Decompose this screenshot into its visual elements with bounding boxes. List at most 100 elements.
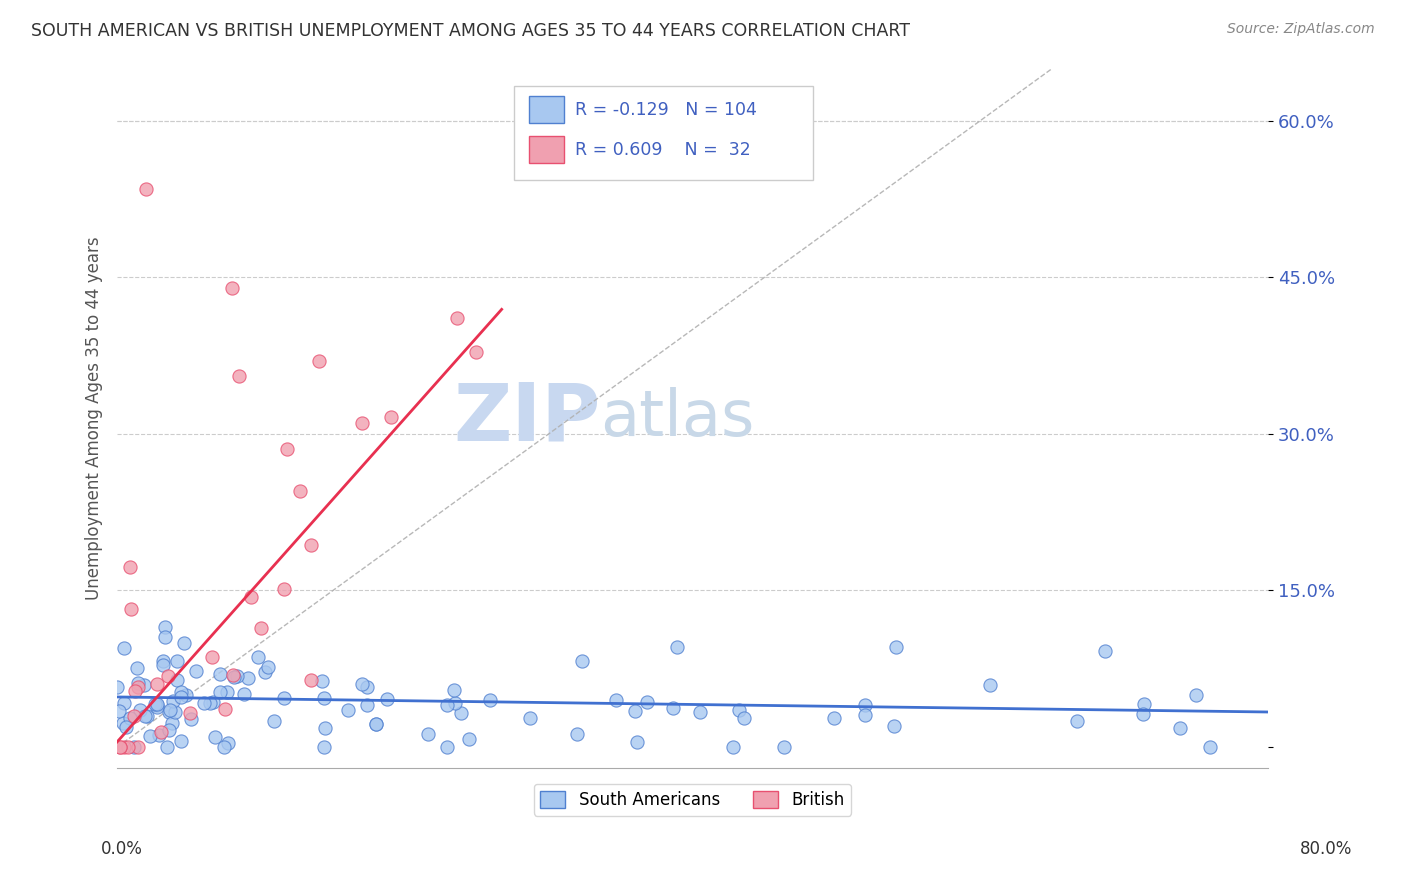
Point [198,696,221,710]
Point [204,731,226,745]
Point [118,559,141,574]
Point [457,732,479,747]
Point [112,715,135,730]
Point [152,658,174,673]
Point [120,601,142,615]
Point [450,706,472,720]
Point [364,717,387,731]
Point [153,631,176,645]
Point [253,665,276,680]
Point [162,694,184,708]
Point [179,706,201,720]
Point [416,726,439,740]
Point [186,664,208,678]
Point [193,696,215,710]
Point [636,695,658,709]
Text: SOUTH AMERICAN VS BRITISH UNEMPLOYMENT AMONG AGES 35 TO 44 YEARS CORRELATION CHA: SOUTH AMERICAN VS BRITISH UNEMPLOYMENT A… [31,22,910,40]
Point [626,735,648,749]
Point [157,705,180,719]
Point [174,688,197,702]
Point [170,690,193,705]
Point [214,702,236,716]
Point [222,668,245,682]
Point [444,697,467,711]
Point [727,702,749,716]
Point [156,740,179,755]
Text: Source: ZipAtlas.com: Source: ZipAtlas.com [1227,22,1375,37]
Point [112,696,135,710]
Point [853,698,876,713]
Point [290,483,312,498]
Point [571,654,593,668]
Point [145,700,167,714]
Point [567,727,589,741]
Point [134,709,156,723]
Point [157,669,180,683]
Point [112,640,135,655]
Point [165,705,187,719]
Point [166,654,188,668]
Point [605,692,627,706]
Point [308,354,330,368]
Point [159,703,181,717]
Text: ZIP: ZIP [453,379,600,458]
Point [128,703,150,717]
Point [228,369,250,384]
Point [201,695,224,709]
Point [380,409,402,424]
Point [299,538,322,552]
Point [152,654,174,668]
FancyBboxPatch shape [529,96,564,123]
Point [356,680,378,694]
Point [122,708,145,723]
Point [124,740,146,755]
Point [221,281,243,295]
Point [217,736,239,750]
Point [117,739,139,754]
Point [146,698,169,712]
Point [149,725,172,739]
Point [135,708,157,723]
Point [1185,688,1208,702]
Point [166,673,188,688]
Point [226,669,249,683]
Point [1066,714,1088,728]
Text: 0.0%: 0.0% [101,840,143,858]
Point [257,660,280,674]
Point [314,740,336,755]
Point [314,690,336,705]
Point [276,442,298,457]
Point [443,683,465,698]
Point [153,620,176,634]
Point [127,680,149,694]
Point [236,671,259,685]
Point [465,344,488,359]
Point [222,670,245,684]
FancyBboxPatch shape [529,136,564,163]
Point [157,723,180,738]
Point [299,673,322,687]
Point [436,740,458,755]
Point [173,636,195,650]
Point [884,640,907,655]
Point [138,729,160,743]
Text: atlas: atlas [600,387,755,450]
FancyBboxPatch shape [515,86,814,180]
Point [160,716,183,731]
Point [114,720,136,734]
Text: 80.0%: 80.0% [1301,840,1353,858]
Point [127,740,149,755]
Point [127,676,149,690]
Point [208,685,231,699]
Point [112,740,135,755]
Point [519,711,541,725]
Point [1133,697,1156,711]
Point [135,181,157,195]
Point [208,667,231,681]
Point [666,640,689,654]
Point [733,711,755,725]
Point [232,687,254,701]
Point [1199,740,1222,755]
Point [212,740,235,755]
Point [170,685,193,699]
